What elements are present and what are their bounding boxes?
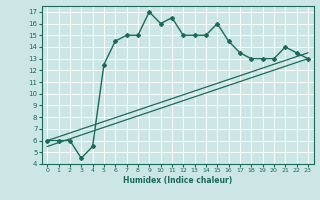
X-axis label: Humidex (Indice chaleur): Humidex (Indice chaleur) (123, 176, 232, 185)
